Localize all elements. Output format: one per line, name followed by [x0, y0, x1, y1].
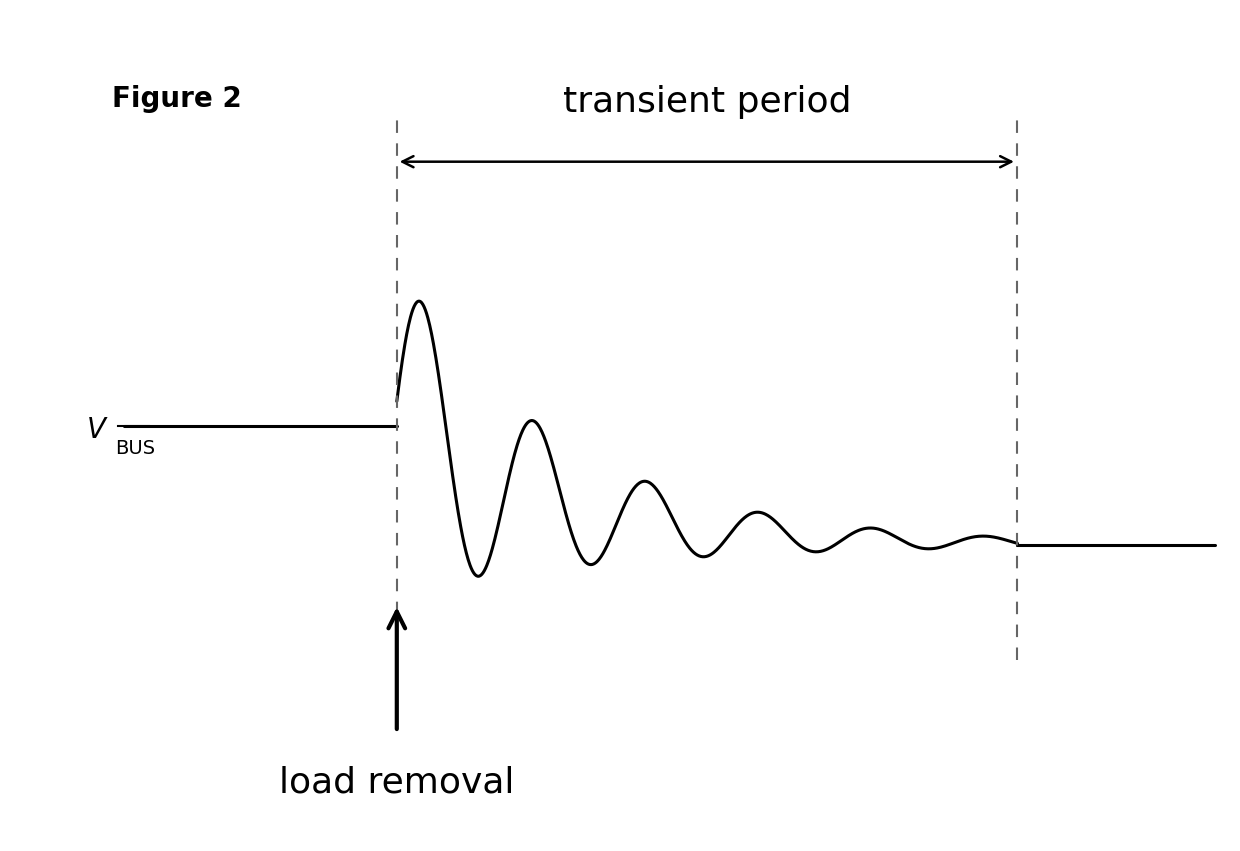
Text: Figure 2: Figure 2 [112, 85, 242, 113]
Text: V: V [87, 416, 105, 443]
Text: load removal: load removal [279, 766, 515, 800]
Text: transient period: transient period [563, 85, 851, 119]
Text: BUS: BUS [115, 439, 155, 459]
